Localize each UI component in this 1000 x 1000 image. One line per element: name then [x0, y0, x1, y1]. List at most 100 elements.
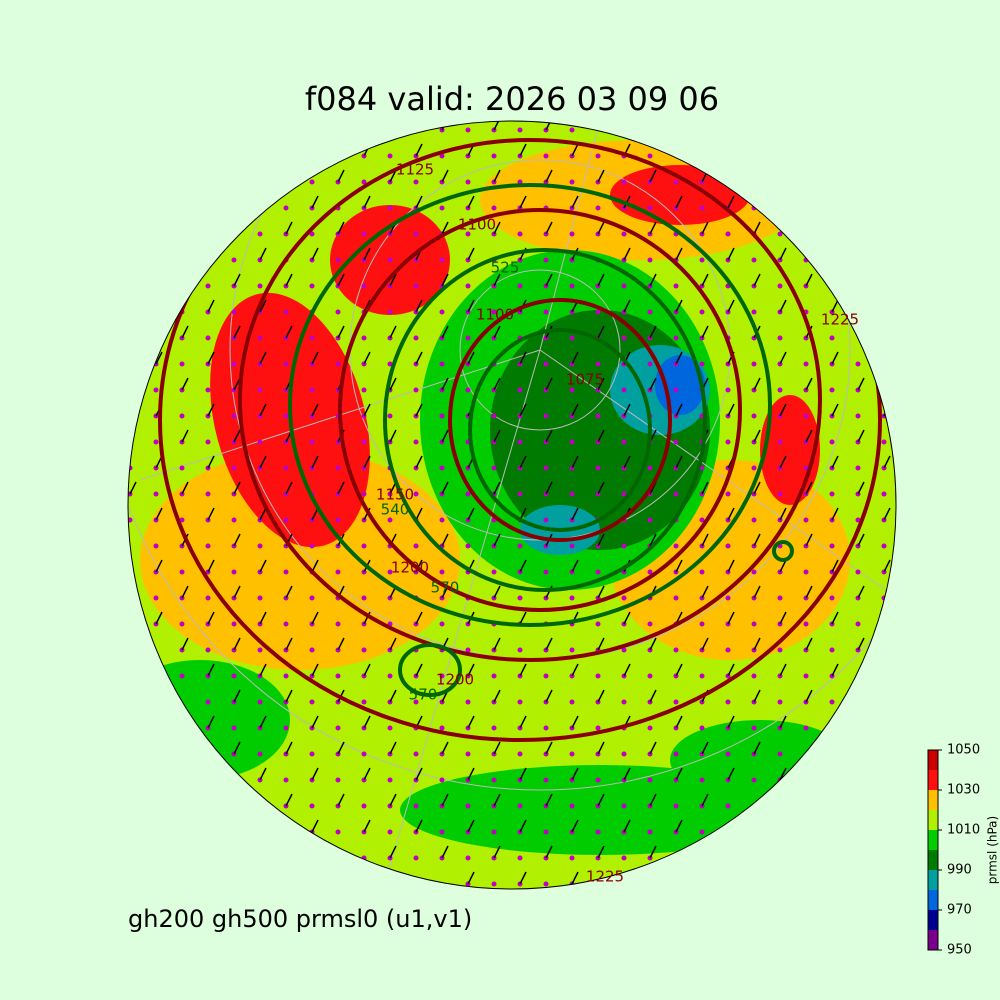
wind-barb [493, 121, 501, 131]
wind-dot [699, 725, 705, 731]
colorbar-bin [928, 850, 938, 870]
wind-dot [881, 439, 887, 445]
wind-barb [233, 481, 241, 495]
wind-barb [311, 247, 319, 261]
wind-barb [727, 507, 735, 521]
wind-dot [205, 335, 211, 341]
wind-dot [569, 855, 575, 861]
wind-dot [699, 309, 705, 315]
wind-barb [649, 741, 657, 755]
wind-dot [647, 309, 653, 315]
wind-dot [413, 335, 419, 341]
wind-dot [725, 751, 731, 757]
wind-barb [389, 741, 397, 755]
wind-dot [205, 647, 211, 653]
wind-barb [675, 403, 683, 417]
wind-dot [569, 127, 575, 133]
wind-barb [519, 663, 527, 677]
wind-dot [621, 855, 627, 861]
wind-barb [779, 611, 787, 625]
wind-dot [387, 777, 393, 783]
wind-barb [727, 663, 735, 677]
wind-barb [441, 429, 449, 443]
wind-barb [207, 351, 215, 365]
wind-barb [311, 611, 319, 625]
wind-dot [543, 725, 549, 731]
wind-dot [647, 361, 653, 367]
wind-dot [335, 621, 341, 627]
wind-dot [491, 413, 497, 419]
wind-barb [363, 663, 371, 677]
wind-dot [621, 179, 627, 185]
wind-dot [231, 673, 237, 679]
wind-barb [779, 247, 787, 261]
wind-barb [207, 559, 215, 573]
wind-dot [751, 257, 757, 263]
wind-dot [153, 543, 159, 549]
wind-dot [283, 621, 289, 627]
wind-barb [545, 377, 553, 391]
wind-barb [311, 351, 319, 365]
wind-dot [361, 283, 367, 289]
wind-barb [753, 481, 761, 495]
wind-barb [701, 273, 709, 287]
wind-barb [467, 767, 475, 781]
wind-dot [751, 517, 757, 523]
wind-dot [777, 439, 783, 445]
wind-dot [647, 257, 653, 263]
wind-dot [491, 725, 497, 731]
wind-dots [128, 121, 891, 887]
wind-dot [621, 543, 627, 549]
wind-barb [415, 455, 423, 469]
wind-barb [285, 273, 293, 287]
wind-barb [545, 221, 553, 235]
wind-dot [517, 543, 523, 549]
wind-dot [751, 413, 757, 419]
wind-barb [857, 533, 865, 547]
wind-barb [181, 585, 189, 599]
wind-barb [181, 637, 189, 651]
wind-dot [569, 699, 575, 705]
wind-dot [647, 517, 653, 523]
wind-dot [569, 803, 575, 809]
wind-dot [465, 491, 471, 497]
wind-barb [675, 767, 683, 781]
colorbar-tick-label: 1050 [947, 743, 980, 758]
wind-barb [597, 845, 605, 859]
wind-dot [361, 179, 367, 185]
wind-barb [207, 507, 215, 521]
wind-dot [569, 439, 575, 445]
wind-dot [543, 673, 549, 679]
wind-barb [155, 559, 163, 573]
wind-dot [595, 777, 601, 783]
wind-dot [179, 621, 185, 627]
wind-barb [623, 247, 631, 261]
wind-barb [441, 793, 449, 807]
wind-barb [883, 455, 891, 469]
wind-barb [467, 871, 475, 885]
wind-dot [413, 803, 419, 809]
wind-barb [649, 793, 657, 807]
wind-dot [205, 439, 211, 445]
wind-dot [595, 153, 601, 159]
wind-dot [309, 647, 315, 653]
wind-barb [779, 299, 787, 313]
wind-dot [699, 517, 705, 523]
wind-barb [805, 481, 813, 495]
wind-barb [389, 325, 397, 339]
wind-barb [519, 559, 527, 573]
wind-barb [545, 481, 553, 495]
wind-dot [647, 153, 653, 159]
wind-barb [337, 221, 345, 235]
wind-dot [335, 673, 341, 679]
wind-barb [571, 143, 579, 157]
wind-dot [517, 387, 523, 393]
wind-barb [831, 351, 839, 365]
wind-dot [179, 517, 185, 523]
wind-dot [413, 179, 419, 185]
wind-dot [439, 465, 445, 471]
wind-dot [335, 517, 341, 523]
wind-dot [283, 361, 289, 367]
wind-barb [753, 585, 761, 599]
